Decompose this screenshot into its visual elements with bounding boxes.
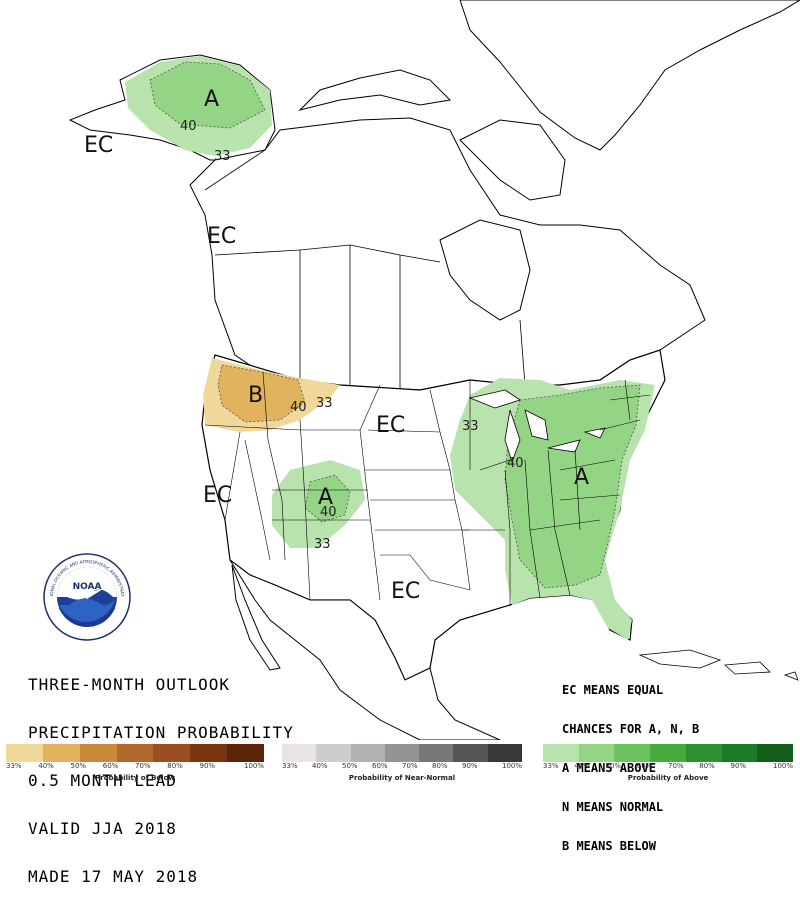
scale-above: 33% 40% 50% 60% 70% 80% 90% 100% Probability of… xyxy=(543,744,794,784)
contour-33-northwest: 33 xyxy=(316,396,333,411)
label-ec-bc: EC xyxy=(207,224,236,249)
noaa-logo: NOAA NATIONAL OCEANIC AND ATMOSPHERIC AD… xyxy=(43,553,131,641)
contour-33-east: 33 xyxy=(462,419,479,434)
scale-above-ticks: 33% 40% 50% 60% 70% 80% 90% 100% xyxy=(543,762,793,773)
outlook-map: EC EC EC EC EC A B A A 40 33 40 33 40 33… xyxy=(68,0,800,740)
scale-below-tick-4: 60% xyxy=(102,762,119,770)
scale-above-swatch-1 xyxy=(543,744,579,762)
scale-above-swatch-4 xyxy=(650,744,686,762)
scale-below-tick-7: 90% xyxy=(199,762,216,770)
caribbean-islands xyxy=(638,649,799,681)
scale-below-swatch-4 xyxy=(116,744,154,762)
alaska-above-40 xyxy=(149,61,266,129)
contour-40-northwest: 40 xyxy=(290,400,307,415)
scale-below-swatch-1 xyxy=(6,744,43,762)
baffin-island xyxy=(459,119,566,201)
label-b-northwest: B xyxy=(248,383,263,408)
scale-above-tick-6: 80% xyxy=(699,762,715,770)
label-ec-plains: EC xyxy=(376,413,405,438)
contour-40-east: 40 xyxy=(507,456,524,471)
scale-normal-tick-1: 33% xyxy=(282,762,298,770)
scale-normal-tick-6: 80% xyxy=(432,762,448,770)
label-a-east: A xyxy=(574,465,589,490)
scale-above-tick-2: 40% xyxy=(574,762,590,770)
scale-above-swatch-2 xyxy=(578,744,615,762)
title-line-5: MADE 17 MAY 2018 xyxy=(28,867,199,886)
scale-above-swatch-5 xyxy=(685,744,722,762)
scale-above-bar xyxy=(543,744,794,762)
scale-above-tick-3: 50% xyxy=(605,762,622,770)
scale-above-tick-4: 60% xyxy=(636,762,653,770)
scale-above-tick-5: 70% xyxy=(668,762,684,770)
scale-below-swatch-7 xyxy=(227,744,265,762)
contour-40-southwest: 40 xyxy=(320,505,337,520)
scale-normal-swatch-5 xyxy=(419,744,454,762)
legend-note-line-1: EC MEANS EQUAL xyxy=(562,683,664,697)
title-line-2: PRECIPITATION PROBABILITY xyxy=(28,723,294,742)
state-lines xyxy=(204,371,651,605)
label-a-southwest: A xyxy=(318,485,333,510)
contour-33-alaska: 33 xyxy=(214,149,231,164)
scale-normal: 33% 40% 50% 60% 70% 80% 90% 100% Probability of… xyxy=(282,744,522,784)
contour-33-southwest: 33 xyxy=(314,537,331,552)
scale-below-swatch-6 xyxy=(190,744,228,762)
scale-below: 33% 40% 50% 60% 70% 80% 90% 100% Probability of… xyxy=(6,744,265,784)
greenland-outline xyxy=(459,0,800,151)
scale-normal-swatch-6 xyxy=(453,744,488,762)
scale-normal-swatch-1 xyxy=(282,744,317,762)
scale-below-tick-5: 70% xyxy=(135,762,151,770)
legend-note-line-5: B MEANS BELOW xyxy=(562,839,656,853)
title-line-1: THREE-MONTH OUTLOOK xyxy=(28,675,231,694)
scale-normal-bar xyxy=(282,744,522,762)
scale-below-tick-1: 33% xyxy=(6,762,22,770)
scale-normal-tick-4: 60% xyxy=(372,762,388,770)
scale-normal-ticks: 33% 40% 50% 60% 70% 80% 90% 100% xyxy=(282,762,522,773)
scale-normal-tick-7: 90% xyxy=(462,762,478,770)
scale-normal-title: Probability of Near-Normal xyxy=(348,774,456,782)
scale-above-swatch-7 xyxy=(757,744,794,762)
scale-normal-tick-3: 50% xyxy=(342,762,358,770)
hudson-bay xyxy=(439,219,531,321)
scale-normal-tick-8: 100% xyxy=(501,762,522,770)
scale-normal-swatch-7 xyxy=(487,744,522,762)
province-lines xyxy=(204,149,526,388)
scale-above-title: Probability of Above xyxy=(627,774,709,782)
scale-above-swatch-3 xyxy=(614,744,651,762)
scale-above-swatch-6 xyxy=(721,744,758,762)
scale-normal-tick-5: 70% xyxy=(402,762,418,770)
scale-below-tick-8: 100% xyxy=(243,762,264,770)
noaa-logo-text: NOAA xyxy=(73,582,102,592)
arctic-islands xyxy=(298,69,452,111)
southwest-above-40 xyxy=(304,474,351,523)
scale-below-bar xyxy=(6,744,265,762)
scale-normal-tick-2: 40% xyxy=(312,762,328,770)
label-ec-south: EC xyxy=(391,579,420,604)
label-ec-west: EC xyxy=(203,483,232,508)
scale-normal-swatch-3 xyxy=(350,744,385,762)
legend-note-line-2: CHANCES FOR A, N, B xyxy=(562,722,700,736)
scale-below-swatch-5 xyxy=(153,744,191,762)
scale-above-tick-8: 100% xyxy=(772,762,793,770)
scale-normal-swatch-2 xyxy=(316,744,351,762)
scale-below-swatch-3 xyxy=(79,744,117,762)
baja-california xyxy=(231,564,281,671)
scale-below-swatch-2 xyxy=(42,744,80,762)
scale-below-tick-2: 40% xyxy=(38,762,54,770)
scale-below-tick-3: 50% xyxy=(70,762,87,770)
legend-note-line-4: N MEANS NORMAL xyxy=(562,800,664,814)
scale-below-ticks: 33% 40% 50% 60% 70% 80% 90% 100% xyxy=(6,762,264,773)
mexico-outline xyxy=(229,559,501,740)
scale-above-tick-7: 90% xyxy=(730,762,747,770)
great-lakes xyxy=(468,389,606,464)
label-a-alaska: A xyxy=(204,87,219,112)
contour-40-alaska: 40 xyxy=(180,119,197,134)
scale-below-tick-6: 80% xyxy=(167,762,183,770)
label-ec-alaska: EC xyxy=(84,133,113,158)
northwest-below-40 xyxy=(217,364,306,423)
title-line-4: VALID JJA 2018 xyxy=(28,819,177,838)
scale-normal-swatch-4 xyxy=(384,744,420,762)
legend-note-line-3: A MEANS ABOVE xyxy=(562,761,656,775)
scale-above-tick-1: 33% xyxy=(543,762,559,770)
scale-below-title: Probability of Below xyxy=(95,774,175,782)
